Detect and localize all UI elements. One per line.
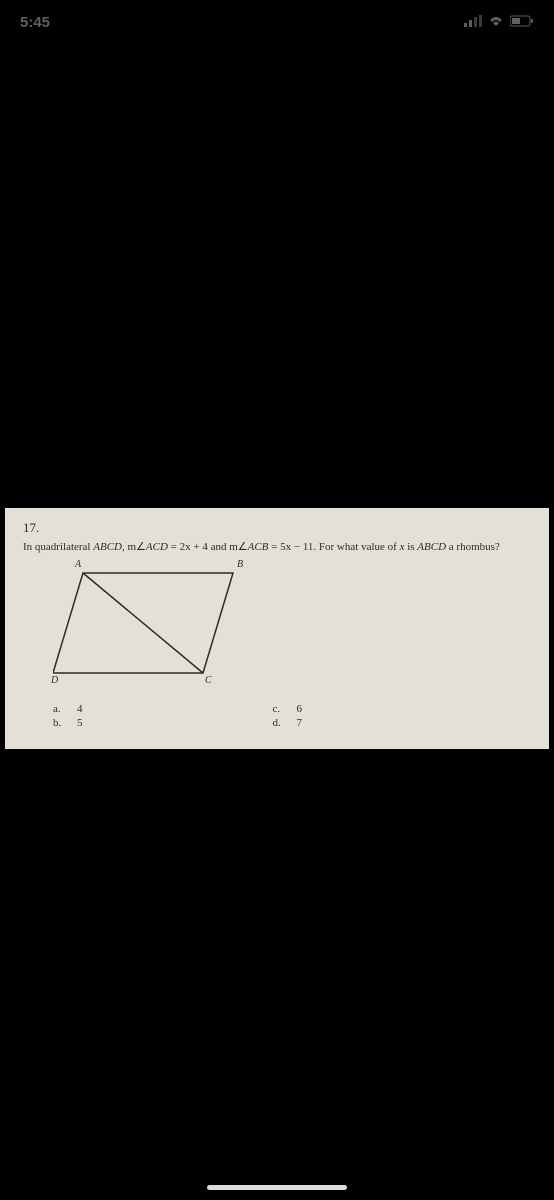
battery-icon (510, 15, 534, 30)
status-icons (464, 15, 534, 30)
option-d-value: 7 (297, 717, 303, 729)
option-b[interactable]: b. 5 (53, 717, 83, 729)
vertex-label-d: D (51, 675, 58, 686)
vertex-label-c: C (205, 675, 212, 686)
q-mid2: is (404, 541, 417, 553)
q-mid1: , m∠ (122, 541, 146, 553)
vertex-label-b: B (237, 559, 243, 570)
q-eq1: = 2x + 4 and m∠ (168, 541, 248, 553)
option-c-letter: c. (273, 703, 285, 715)
option-a[interactable]: a. 4 (53, 703, 83, 715)
q-eq2: = 5x − 11. For what value of (268, 541, 399, 553)
option-a-letter: a. (53, 703, 65, 715)
option-b-value: 5 (77, 717, 83, 729)
rhombus-figure: A B C D (53, 563, 253, 693)
q-ang2: ACB (248, 541, 269, 553)
option-b-letter: b. (53, 717, 65, 729)
question-text: In quadrilateral ABCD, m∠ACD = 2x + 4 an… (23, 540, 531, 555)
question-number: 17. (23, 520, 531, 536)
option-d-letter: d. (273, 717, 285, 729)
q-ang1: ACD (146, 541, 168, 553)
q-suffix: a rhombus? (446, 541, 500, 553)
q-prefix: In quadrilateral (23, 541, 93, 553)
status-time: 5:45 (20, 14, 50, 31)
home-indicator[interactable] (207, 1185, 347, 1190)
q-quad: ABCD (93, 541, 122, 553)
question-card: 17. In quadrilateral ABCD, m∠ACD = 2x + … (5, 508, 549, 749)
status-bar: 5:45 (0, 0, 554, 44)
options-right-column: c. 6 d. 7 (273, 703, 303, 729)
rhombus-svg (53, 563, 253, 693)
wifi-icon (488, 15, 504, 30)
option-c[interactable]: c. 6 (273, 703, 303, 715)
q-quad2: ABCD (417, 541, 446, 553)
option-d[interactable]: d. 7 (273, 717, 303, 729)
answer-options: a. 4 b. 5 c. 6 d. 7 (23, 703, 531, 729)
signal-icon (464, 15, 482, 30)
vertex-label-a: A (75, 559, 81, 570)
option-a-value: 4 (77, 703, 83, 715)
options-left-column: a. 4 b. 5 (53, 703, 83, 729)
option-c-value: 6 (297, 703, 303, 715)
